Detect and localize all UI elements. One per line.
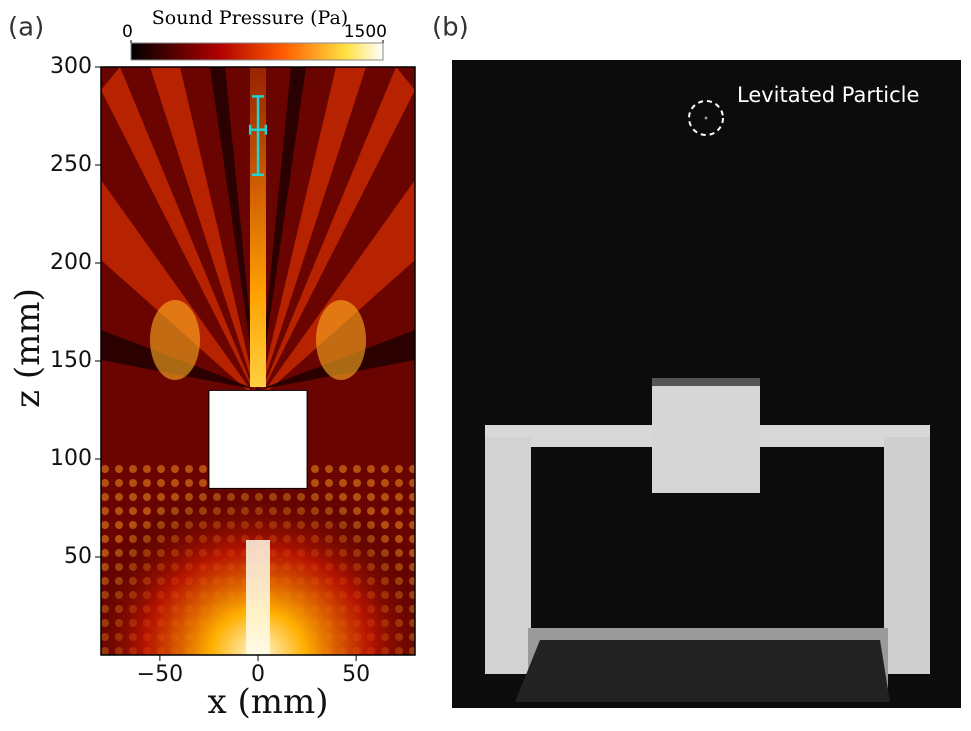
y-tick-label: 100 — [50, 446, 92, 471]
annotation: Levitated Particle — [737, 83, 919, 107]
y-tick-label: 250 — [50, 152, 92, 177]
x-tick-label: −50 — [137, 662, 183, 687]
y-axis-label: z (mm) — [8, 288, 48, 408]
panel-label: (a) — [8, 13, 44, 43]
colorbar — [130, 42, 384, 61]
y-tick-label: 150 — [50, 348, 92, 373]
colorbar-tick-label: 0 — [122, 22, 133, 42]
x-axis-label: x (mm) — [208, 682, 329, 722]
x-tick-label: 50 — [342, 662, 370, 687]
panel-label: (b) — [432, 13, 469, 43]
photo — [452, 60, 961, 708]
x-tick-label: 0 — [251, 662, 265, 687]
y-tick-label: 300 — [50, 54, 92, 79]
colorbar-label: Sound Pressure (Pa) — [152, 7, 348, 29]
plot-area — [208, 95, 308, 489]
colorbar-tick-label: 1500 — [344, 22, 387, 42]
y-tick-label: 200 — [50, 250, 92, 275]
obstacle — [208, 389, 308, 489]
y-tick-label: 50 — [64, 544, 92, 569]
